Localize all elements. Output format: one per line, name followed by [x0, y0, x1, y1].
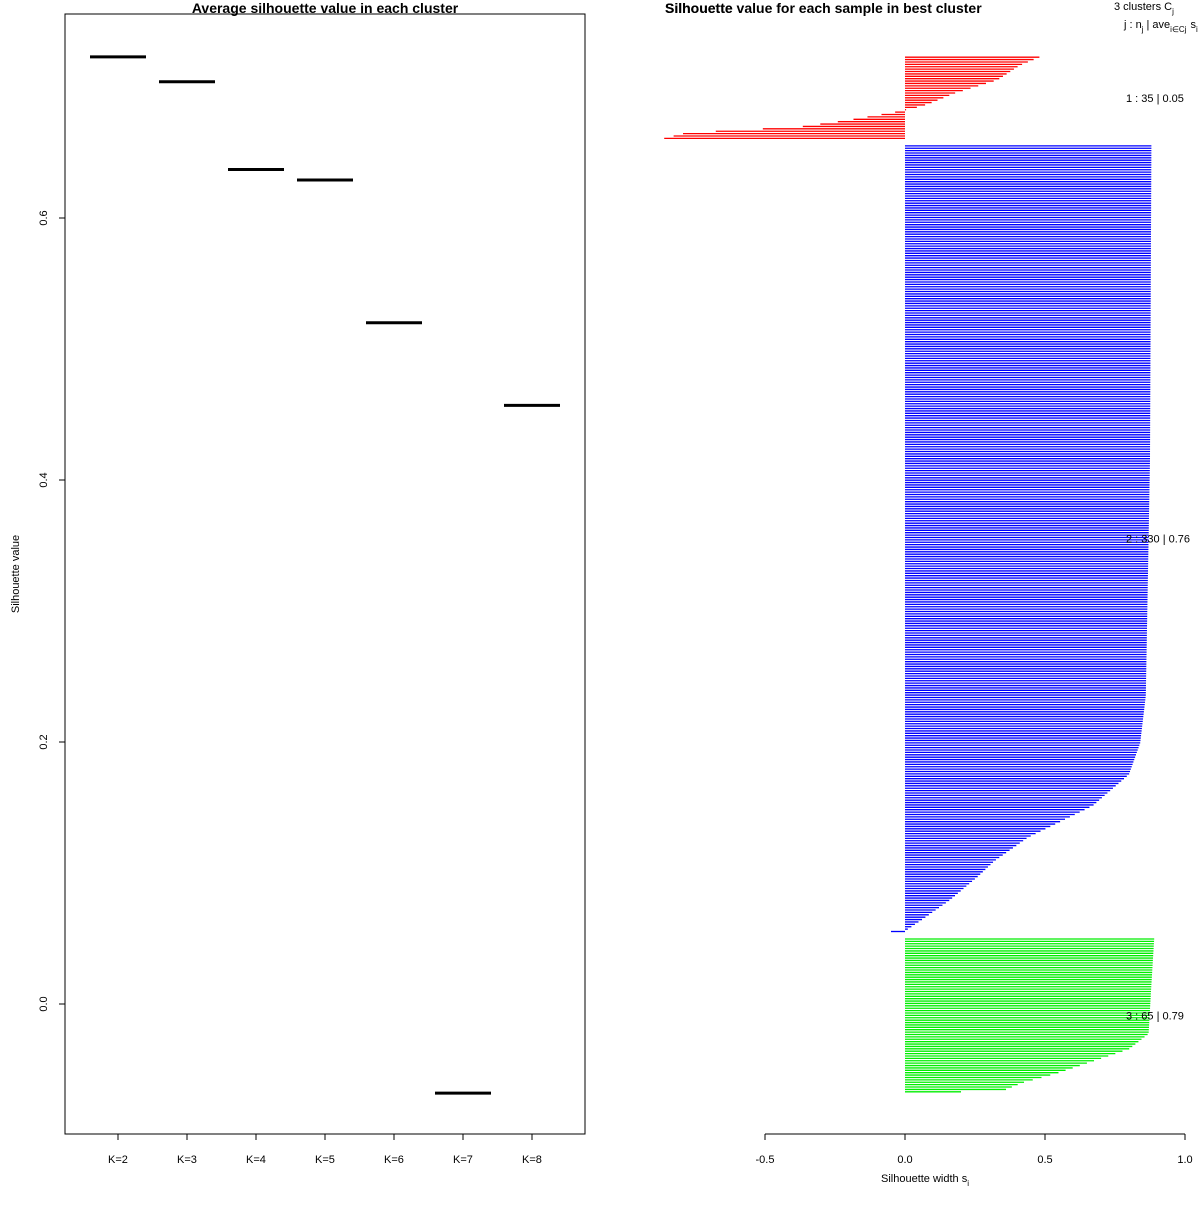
cluster-labels: 1 : 35 | 0.05 2 : 330 | 0.76 3 : 65 | 0.79	[1126, 93, 1190, 1023]
cluster-3-bars	[905, 938, 1155, 1093]
left-chart-title: Average silhouette value in each cluster	[192, 0, 459, 16]
right-x-tick-label: -0.5	[756, 1154, 775, 1166]
legend-header-clusters: 3 clusters C	[1114, 1, 1172, 13]
left-x-tick-label: K=5	[315, 1154, 335, 1166]
left-plot-frame	[64, 13, 586, 1135]
left-x-tick-label: K=8	[522, 1154, 542, 1166]
left-x-tick-label: K=3	[177, 1154, 197, 1166]
right-x-tick-label: 0.0	[897, 1154, 912, 1166]
right-x-axis-label: Silhouette width si	[881, 1173, 969, 1188]
legend-header-s: s	[1190, 19, 1196, 31]
legend-header-line1: 3 clusters Cj	[1114, 1, 1174, 16]
right-x-tick-label: 1.0	[1177, 1154, 1192, 1166]
right-x-tick-label: 0.5	[1037, 1154, 1052, 1166]
legend-header-sub-nj: j	[1141, 25, 1144, 34]
legend-header-sub-i: i	[1196, 25, 1198, 34]
left-y-tick-label: 0.0	[38, 996, 50, 1011]
cluster-2-bars	[891, 145, 1152, 933]
left-x-tick-label: K=4	[246, 1154, 266, 1166]
left-y-tick-label: 0.4	[38, 472, 50, 487]
left-y-tick-label: 0.6	[38, 210, 50, 225]
x-axis-label-main: Silhouette width s	[881, 1173, 968, 1185]
cluster-1-label: 1 : 35 | 0.05	[1126, 93, 1184, 105]
cluster-1-bars	[664, 56, 1040, 140]
left-x-tick-label: K=6	[384, 1154, 404, 1166]
right-x-axis: -0.5 0.0 0.5 1.0	[756, 1133, 1193, 1166]
left-y-axis: 0.0 0.2 0.4 0.6	[38, 210, 65, 1012]
left-series	[90, 55, 560, 1095]
left-y-tick-label: 0.2	[38, 734, 50, 749]
right-chart-title-overlap: Silhouette	[665, 0, 733, 16]
left-x-tick-label: K=7	[453, 1154, 473, 1166]
left-chart: Average silhouette value in each cluster…	[10, 0, 586, 1166]
silhouette-bars	[664, 56, 1155, 1093]
cluster-3-label: 3 : 65 | 0.79	[1126, 1010, 1184, 1022]
right-chart-title: Silhouette value for each sample in best…	[665, 0, 982, 16]
left-x-axis: K=2 K=3 K=4 K=5 K=6 K=7 K=8	[108, 1134, 542, 1166]
left-x-tick-label: K=2	[108, 1154, 128, 1166]
x-axis-label-sub: i	[967, 1179, 969, 1188]
left-y-axis-label: Silhouette value	[10, 535, 22, 613]
cluster-2-label: 2 : 330 | 0.76	[1126, 534, 1190, 546]
legend-header-sub-iecj: i∈Cj	[1170, 25, 1187, 34]
legend-header-line2: j : nj | avei∈Cj si	[1123, 19, 1198, 34]
legend-header-j: j : n	[1123, 19, 1142, 31]
legend-header-sub-j: j	[1171, 7, 1174, 16]
right-chart: Silhouette Silhouette value for each sam…	[664, 0, 1198, 1188]
legend-header-ave: | ave	[1147, 19, 1171, 31]
